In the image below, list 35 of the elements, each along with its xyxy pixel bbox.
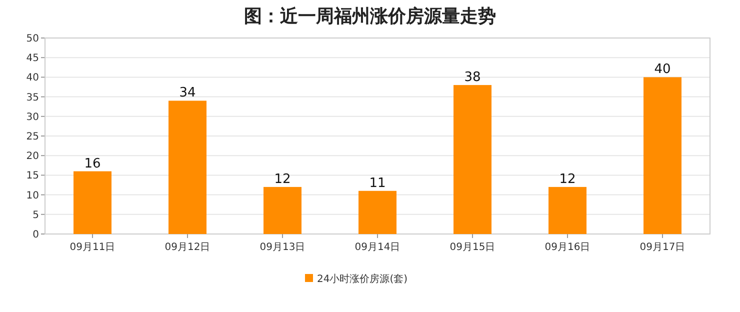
- x-tick-label: 09月14日: [354, 242, 400, 253]
- data-label: 38: [464, 70, 481, 86]
- legend-label: 24小时涨价房源(套): [317, 273, 408, 285]
- x-tick-label: 09月11日: [70, 242, 116, 253]
- chart-title: 图：近一周福州涨价房源量走势: [244, 6, 496, 27]
- bar: [644, 77, 682, 234]
- y-tick-label: 15: [26, 170, 39, 182]
- y-tick-label: 50: [26, 34, 39, 44]
- y-tick-label: 10: [26, 190, 39, 202]
- bar: [168, 100, 206, 234]
- y-tick-label: 25: [26, 132, 39, 142]
- bar: [74, 171, 112, 234]
- x-tick-label: 09月17日: [640, 242, 686, 253]
- y-tick-label: 45: [26, 53, 39, 64]
- bar: [264, 186, 302, 234]
- bar: [548, 186, 586, 234]
- y-tick-label: 20: [26, 151, 39, 162]
- y-tick-label: 0: [32, 230, 39, 240]
- legend: 24小时涨价房源(套): [305, 274, 408, 285]
- data-label: 16: [84, 156, 101, 172]
- x-tick-label: 09月15日: [450, 242, 496, 253]
- y-tick-label: 40: [26, 72, 39, 84]
- data-label: 40: [654, 62, 671, 78]
- data-label: 12: [559, 172, 576, 187]
- y-tick-label: 30: [26, 112, 39, 123]
- data-label: 12: [274, 172, 291, 187]
- data-label: 11: [369, 176, 386, 191]
- bar: [454, 85, 492, 234]
- y-tick-label: 35: [26, 92, 39, 104]
- x-tick-label: 09月13日: [260, 242, 306, 253]
- x-tick-label: 09月16日: [544, 242, 590, 253]
- data-label: 34: [179, 86, 196, 101]
- bar: [358, 190, 396, 234]
- y-tick-label: 5: [32, 210, 39, 221]
- x-tick-label: 09月12日: [164, 242, 210, 253]
